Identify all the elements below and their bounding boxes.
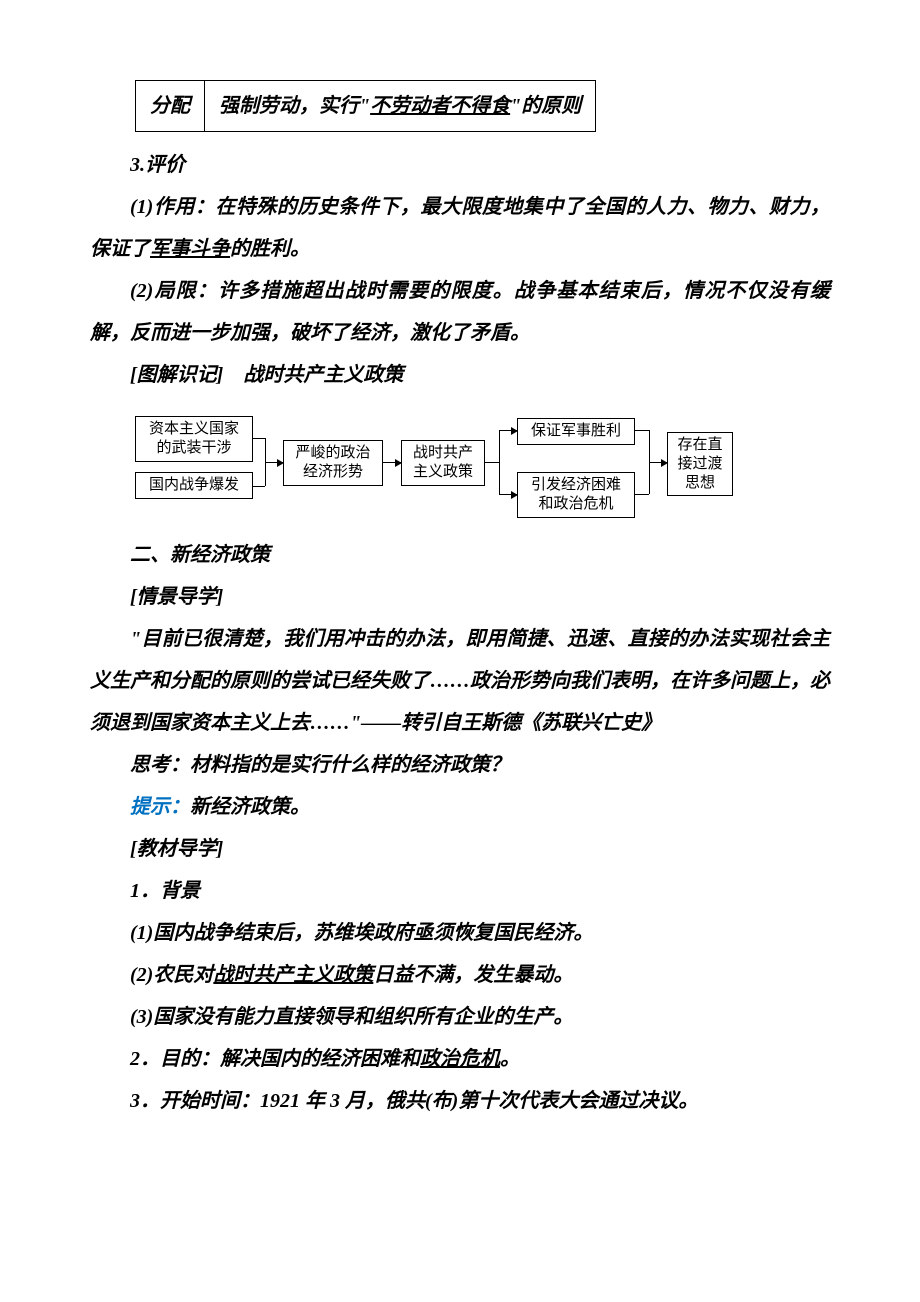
cell-label: 分配 xyxy=(136,81,205,132)
paragraph-aim: 2．目的：解决国内的经济困难和政治危机。 xyxy=(90,1038,830,1080)
paragraph-eval-2: (2)局限：许多措施超出战时需要的限度。战争基本结束后，情况不仅没有缓解，反而进… xyxy=(90,270,830,354)
flowchart-node: 保证军事胜利 xyxy=(517,418,635,445)
heading-textbook: [教材导学] xyxy=(90,828,830,870)
arrow-icon xyxy=(265,462,283,463)
heading-section-2: 二、新经济政策 xyxy=(90,534,830,576)
paragraph-bg1: (1)国内战争结束后，苏维埃政府亟须恢复国民经济。 xyxy=(90,912,830,954)
heading-background: 1．背景 xyxy=(90,870,830,912)
flowchart-node: 引发经济困难和政治危机 xyxy=(517,472,635,518)
paragraph-quote: "目前已很清楚，我们用冲击的办法，即用简捷、迅速、直接的办法实现社会主义生产和分… xyxy=(90,618,830,744)
connector-line xyxy=(635,494,649,495)
table-row: 分配 强制劳动，实行"不劳动者不得食"的原则 xyxy=(136,81,596,132)
flowchart-node: 资本主义国家的武装干涉 xyxy=(135,416,253,462)
text: 的胜利。 xyxy=(230,238,310,260)
distribution-table: 分配 强制劳动，实行"不劳动者不得食"的原则 xyxy=(135,80,830,132)
text: (2)农民对 xyxy=(130,964,213,986)
paragraph-hint: 提示：新经济政策。 xyxy=(90,786,830,828)
paragraph-bg2: (2)农民对战时共产主义政策日益不满，发生暴动。 xyxy=(90,954,830,996)
flowchart-node: 严峻的政治经济形势 xyxy=(283,440,383,486)
underlined-text: 不劳动者不得食 xyxy=(370,95,510,117)
underlined-text: 政治危机 xyxy=(420,1048,500,1070)
page-content: 分配 强制劳动，实行"不劳动者不得食"的原则 3.评价 (1)作用：在特殊的历史… xyxy=(0,0,920,1182)
paragraph-bg3: (3)国家没有能力直接领导和组织所有企业的生产。 xyxy=(90,996,830,1038)
arrow-icon xyxy=(383,462,401,463)
label-hint: 提示： xyxy=(130,796,190,818)
underlined-text: 军事斗争 xyxy=(150,238,230,260)
arrow-icon xyxy=(499,430,517,431)
arrow-icon xyxy=(499,494,517,495)
paragraph-time: 3．开始时间：1921 年 3 月，俄共(布)第十次代表大会通过决议。 xyxy=(90,1080,830,1122)
flowchart-diagram: 资本主义国家的武装干涉 国内战争爆发 严峻的政治经济形势 战时共产主义政策 保证… xyxy=(135,410,830,520)
flowchart-node: 战时共产主义政策 xyxy=(401,440,485,486)
cell-content: 强制劳动，实行"不劳动者不得食"的原则 xyxy=(205,81,596,132)
arrow-icon xyxy=(649,462,667,463)
underlined-text: 战时共产主义政策 xyxy=(213,964,373,986)
paragraph-eval-1: (1)作用：在特殊的历史条件下，最大限度地集中了全国的人力、物力、财力，保证了军… xyxy=(90,186,830,270)
connector-line xyxy=(253,486,265,487)
label-think: 思考： xyxy=(130,754,190,776)
connector-line xyxy=(635,430,649,431)
heading-evaluation: 3.评价 xyxy=(90,144,830,186)
heading-scene: [情景导学] xyxy=(90,576,830,618)
text: 材料指的是实行什么样的经济政策？ xyxy=(190,754,510,776)
text: "的原则 xyxy=(510,95,581,117)
connector-line xyxy=(485,462,499,463)
connector-line xyxy=(253,438,265,439)
text: 日益不满，发生暴动。 xyxy=(373,964,573,986)
heading-diagram: [图解识记] 战时共产主义政策 xyxy=(90,354,830,396)
paragraph-think: 思考：材料指的是实行什么样的经济政策？ xyxy=(90,744,830,786)
connector-line xyxy=(499,430,500,494)
text: 强制劳动，实行" xyxy=(219,95,370,117)
flowchart-node: 存在直接过渡思想 xyxy=(667,432,733,496)
text: 新经济政策。 xyxy=(190,796,310,818)
text: 2．目的：解决国内的经济困难和 xyxy=(130,1048,420,1070)
text: 。 xyxy=(500,1048,520,1070)
flowchart-node: 国内战争爆发 xyxy=(135,472,253,499)
